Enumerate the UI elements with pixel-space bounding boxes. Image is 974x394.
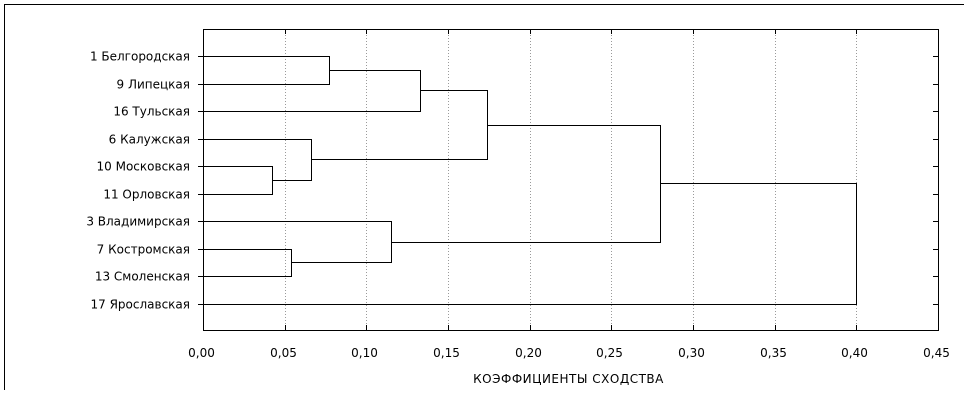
x-tick-label: 0,30	[678, 346, 705, 360]
x-tick-labels: 0,00 0,05 0,10 0,15 0,20 0,25 0,30 0,35 0,40 0,45	[188, 346, 950, 360]
x-tick-label: 0,15	[433, 346, 460, 360]
leaf-labels: 1 Белгородская 9 Липецкая 16 Тульская 6 Кал…	[86, 50, 190, 312]
dendrogram-link	[391, 125, 661, 243]
leaf-label: 1 Белгородская	[90, 50, 190, 64]
leaf-label: 13 Смоленская	[95, 270, 190, 284]
leaf-label: 11 Орловская	[103, 188, 190, 202]
dendrogram-link	[203, 70, 421, 112]
leaf-label: 10 Московская	[97, 160, 190, 174]
leaf-label: 9 Липецкая	[117, 78, 191, 92]
plot-area	[203, 29, 939, 331]
x-tick-label: 0,20	[515, 346, 542, 360]
x-tick-label: 0,25	[596, 346, 623, 360]
leaf-label: 7 Костромская	[97, 243, 190, 257]
leaf-label: 3 Владимирская	[86, 215, 190, 229]
dendrogram-link	[311, 90, 488, 160]
dendrogram-link	[203, 221, 392, 263]
dendrogram-link	[203, 139, 312, 181]
dendrogram-links	[203, 56, 857, 305]
leaf-label: 6 Калужская	[109, 133, 190, 147]
x-tick-label: 0,05	[270, 346, 297, 360]
x-tick-label: 0,45	[923, 346, 950, 360]
dendrogram-link	[203, 56, 330, 85]
dendrogram-link	[203, 166, 273, 195]
x-tick-label: 0,10	[351, 346, 378, 360]
dendrogram-link	[203, 183, 857, 305]
axis-ticks	[198, 29, 939, 330]
x-tick-label: 0,35	[760, 346, 787, 360]
x-tick-label: 0,40	[841, 346, 868, 360]
leaf-label: 16 Тульская	[113, 105, 190, 119]
leaf-label: 17 Ярославская	[91, 298, 191, 312]
grid-lines	[285, 29, 857, 330]
dendrogram-link	[203, 249, 292, 277]
x-axis-title: КОЭФФИЦИЕНТЫ СХОДСТВА	[473, 372, 664, 386]
x-tick-label: 0,00	[188, 346, 215, 360]
chart-frame	[4, 4, 964, 390]
